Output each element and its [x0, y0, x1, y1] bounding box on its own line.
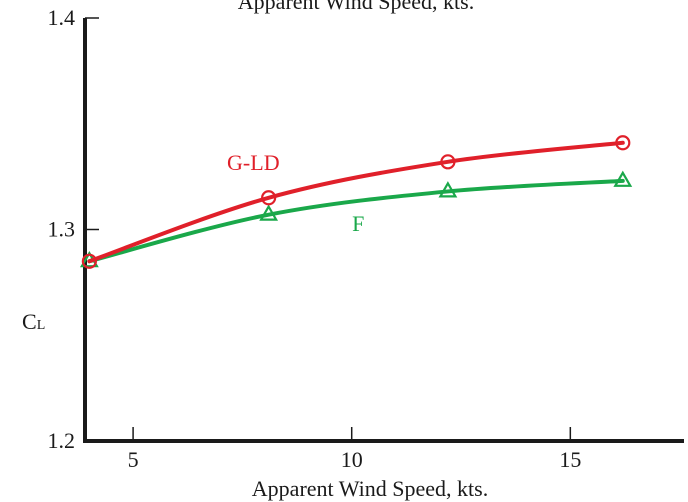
- data-point-triangle: [438, 181, 458, 198]
- data-point-circle: [440, 154, 456, 170]
- x-tick-label: 5: [128, 447, 139, 472]
- series-line: [87, 140, 625, 264]
- y-tick-label: 1.3: [48, 217, 76, 242]
- series-label: F: [352, 211, 364, 236]
- data-point-triangle: [259, 204, 279, 221]
- y-axis-title: CL: [22, 309, 45, 334]
- x-axis-title: Apparent Wind Speed, kts.: [252, 476, 488, 501]
- axes: 1.2 1.3 1.4 5 10 15: [48, 5, 684, 472]
- x-tick-label: 15: [559, 447, 581, 472]
- series-line: [87, 178, 625, 264]
- series-f: F: [79, 170, 633, 268]
- y-tick-label: 1.2: [48, 428, 76, 453]
- x-tick-label: 10: [341, 447, 363, 472]
- series-layer: F G-LD: [79, 135, 633, 269]
- data-point-triangle: [613, 170, 633, 187]
- y-tick-label: 1.4: [48, 5, 76, 30]
- data-point-circle: [261, 190, 277, 206]
- y-axis-title-main: C: [22, 309, 37, 334]
- series-label: G-LD: [227, 150, 280, 175]
- data-point-circle: [81, 253, 97, 269]
- series-g-ld: G-LD: [81, 135, 631, 269]
- chart-title: Apparent Wind Speed, kts.: [238, 0, 474, 14]
- y-axis-title-subscript: L: [37, 318, 46, 333]
- data-point-circle: [615, 135, 631, 151]
